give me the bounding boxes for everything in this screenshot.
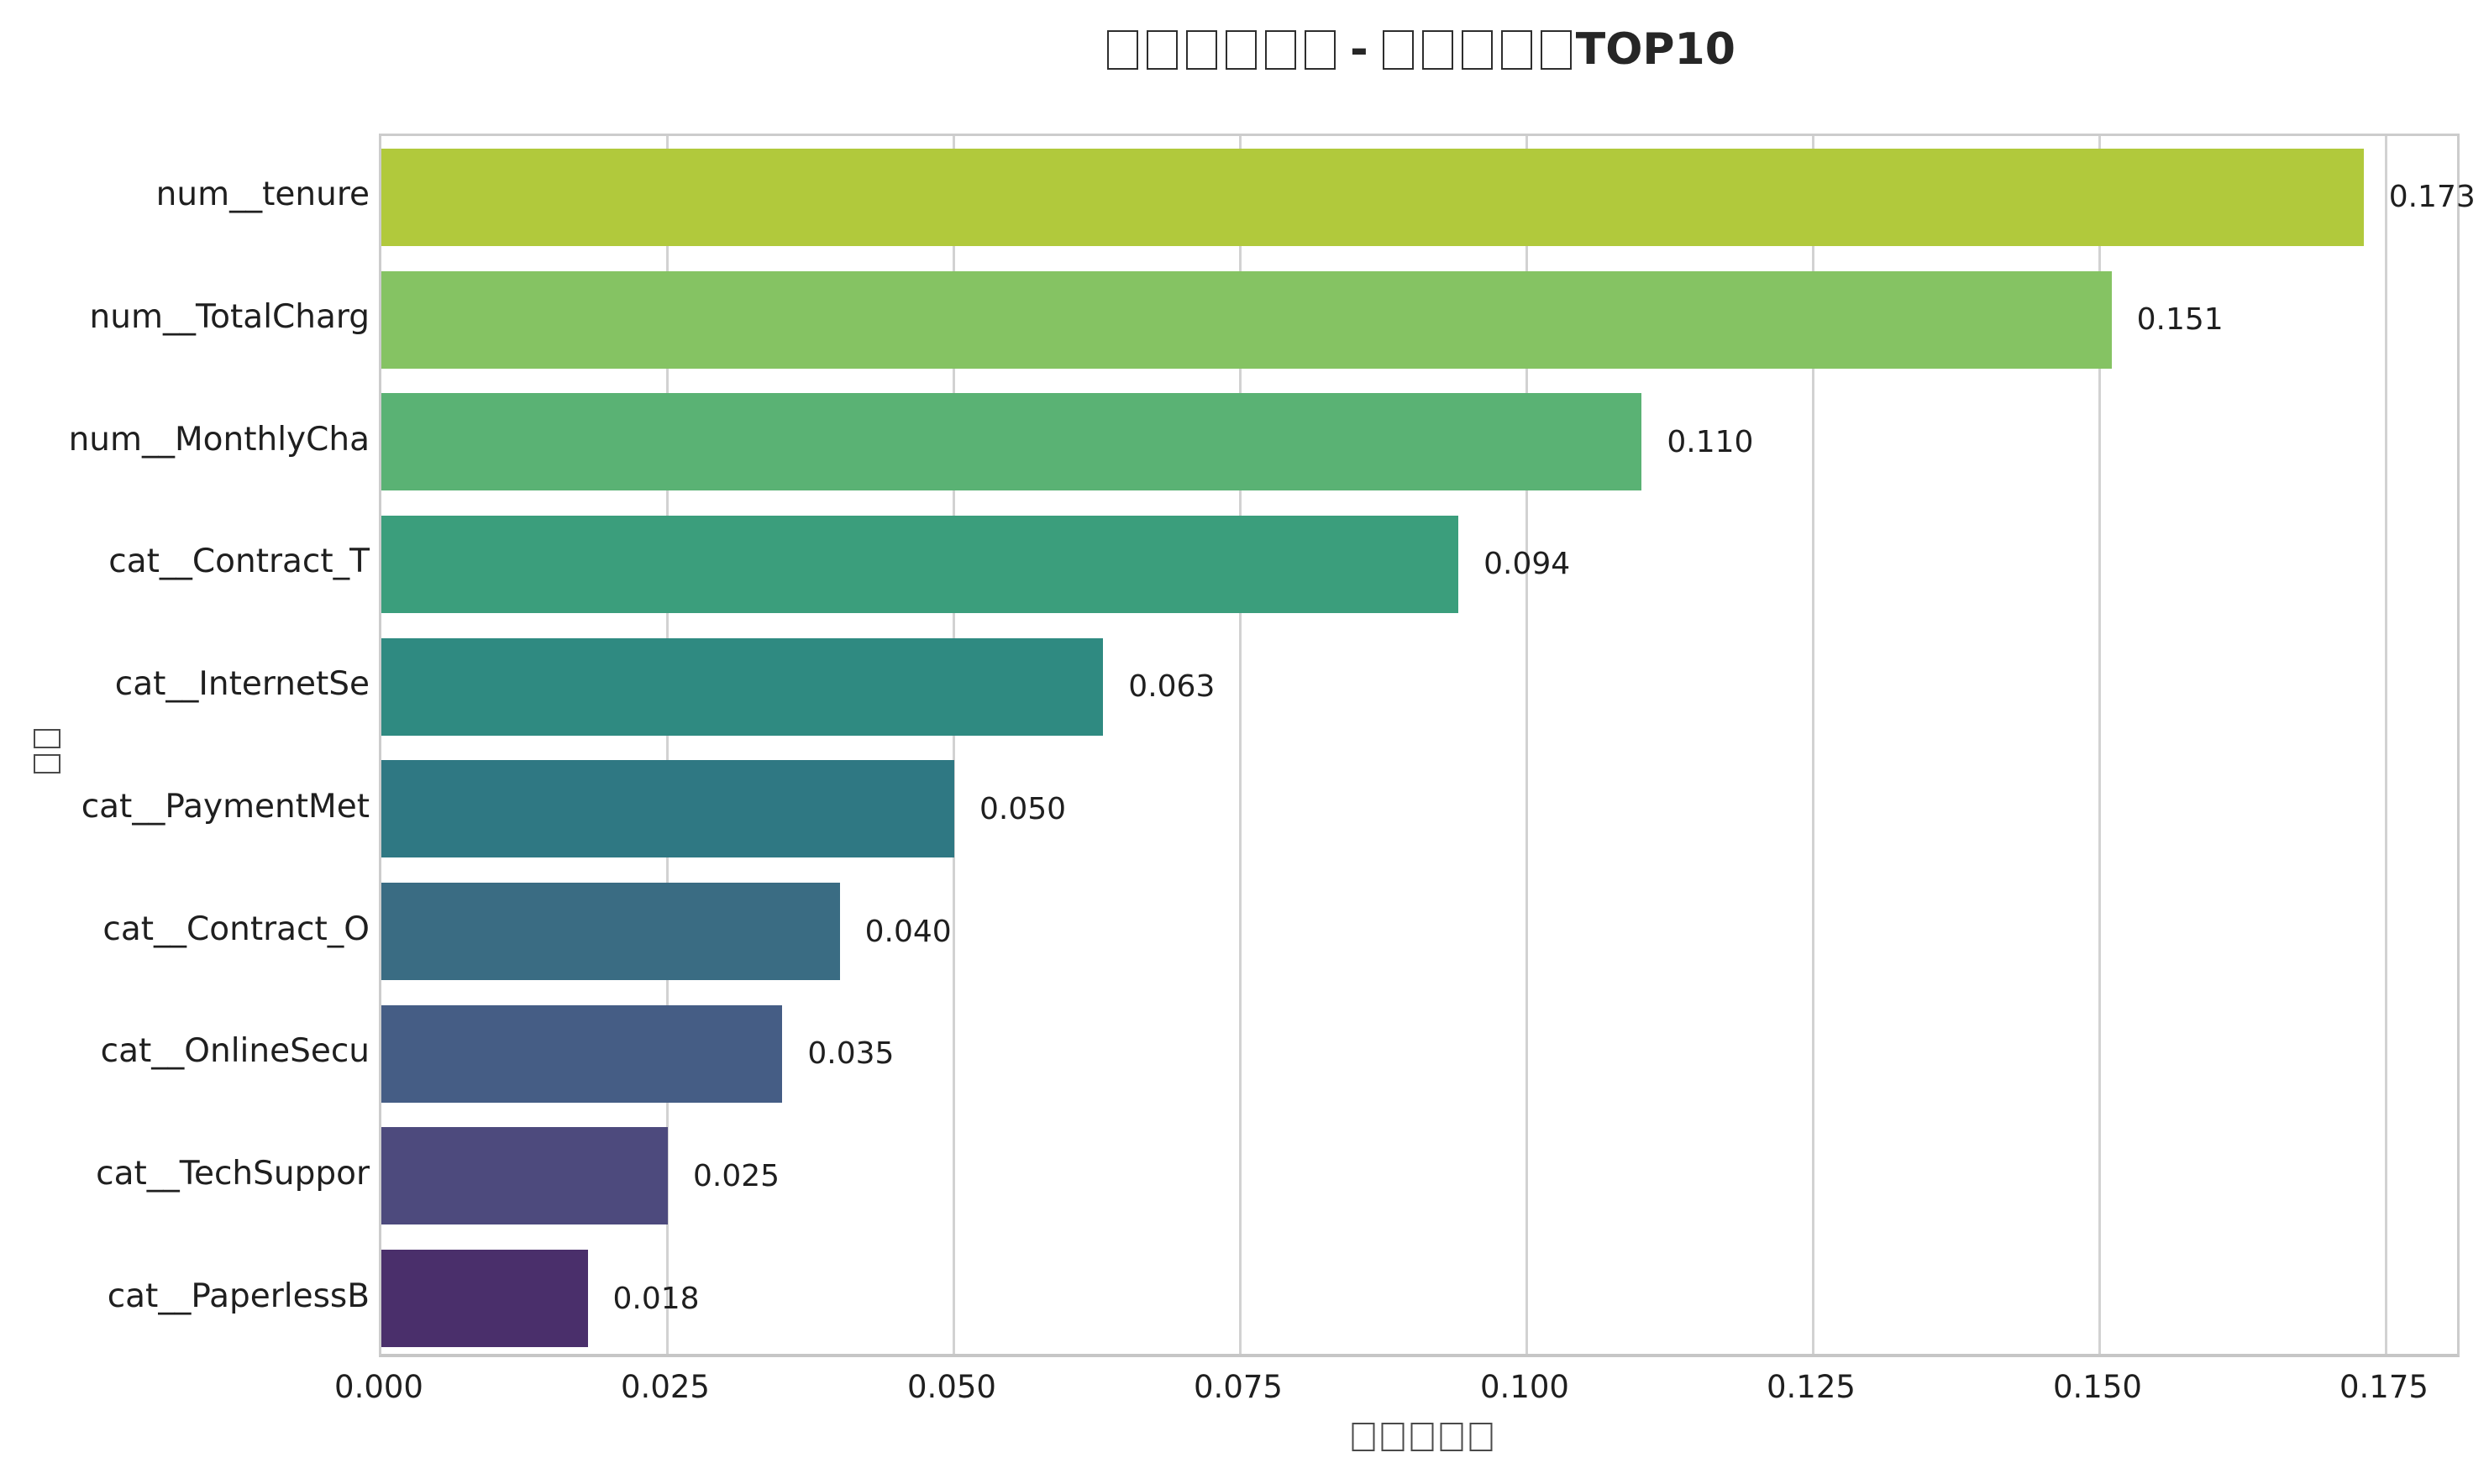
missing-glyph-run [1378,29,1576,70]
value-label: 0.018 [612,1281,700,1316]
value-label: 0.173 [2388,180,2476,215]
category-label: num__MonthlyCha [68,420,370,459]
gridline [1239,136,1242,1354]
gridline [953,136,956,1354]
x-tick-label: 0.075 [1194,1369,1283,1405]
bar [381,393,1642,491]
category-label: cat__Contract_O [102,910,370,948]
missing-glyph-box [1107,29,1139,70]
title-separator: - [1350,24,1368,75]
category-label: num__TotalCharg [89,298,370,337]
value-label: 0.025 [692,1158,780,1193]
value-label: 0.050 [979,791,1067,826]
category-label: num__tenure [155,176,370,214]
bar [381,1004,783,1103]
missing-glyph-box [34,729,60,748]
x-axis-label [1349,1423,1496,1451]
value-label: 0.035 [807,1036,895,1072]
category-label: cat__InternetSe [114,665,370,704]
bar [381,637,1104,736]
gridline [2385,136,2388,1354]
y-axis-label [34,729,60,773]
x-tick-label: 0.000 [334,1369,423,1405]
missing-glyph-run [1103,29,1340,70]
missing-glyph-box [1440,1423,1463,1451]
value-label: 0.151 [2136,302,2224,338]
plot-area: 0.173 0.151 0.110 0.094 0.063 0.050 0.040 0.035… [379,134,2476,1357]
missing-glyph-box [1469,1423,1493,1451]
missing-glyph-box [1265,29,1297,70]
bar [381,760,954,858]
missing-glyph-box [1352,1423,1375,1451]
missing-glyph-box [1410,1423,1434,1451]
x-tick-label: 0.175 [2339,1369,2429,1405]
category-label: cat__OnlineSecu [100,1032,370,1071]
category-label: cat__TechSuppor [96,1154,370,1193]
chart-title: - TOP10 [379,12,2460,87]
value-label: 0.110 [1667,424,1754,459]
gridline [2098,136,2102,1354]
bar [381,148,2364,246]
gridline [1812,136,1815,1354]
missing-glyph-box [1226,29,1258,70]
gridline [666,136,670,1354]
x-tick-label: 0.150 [2053,1369,2142,1405]
missing-glyph-box [1421,29,1453,70]
value-label: 0.094 [1483,547,1571,582]
category-label: cat__Contract_T [108,543,370,581]
value-label: 0.040 [864,914,952,949]
bar [381,270,2112,369]
x-tick-label: 0.025 [621,1369,710,1405]
bar [381,1250,588,1348]
x-tick-label: 0.100 [1480,1369,1569,1405]
category-label: cat__PaymentMet [81,787,370,826]
x-tick-label: 0.125 [1767,1369,1856,1405]
missing-glyph-box [1382,29,1414,70]
missing-glyph-box [1186,29,1218,70]
missing-glyph-box [34,754,60,773]
missing-glyph-box [1305,29,1336,70]
missing-glyph-box [1381,1423,1405,1451]
bar [381,883,840,981]
category-label: cat__PaperlessB [107,1277,370,1315]
bar [381,515,1459,613]
missing-glyph-box [1500,29,1532,70]
value-label: 0.063 [1128,669,1216,705]
title-suffix: TOP10 [1575,24,1735,75]
x-tick-label: 0.050 [907,1369,996,1405]
missing-glyph-box [1540,29,1572,70]
bar [381,1127,668,1225]
gridline [1525,136,1529,1354]
missing-glyph-box [1147,29,1179,70]
missing-glyph-box [1461,29,1493,70]
